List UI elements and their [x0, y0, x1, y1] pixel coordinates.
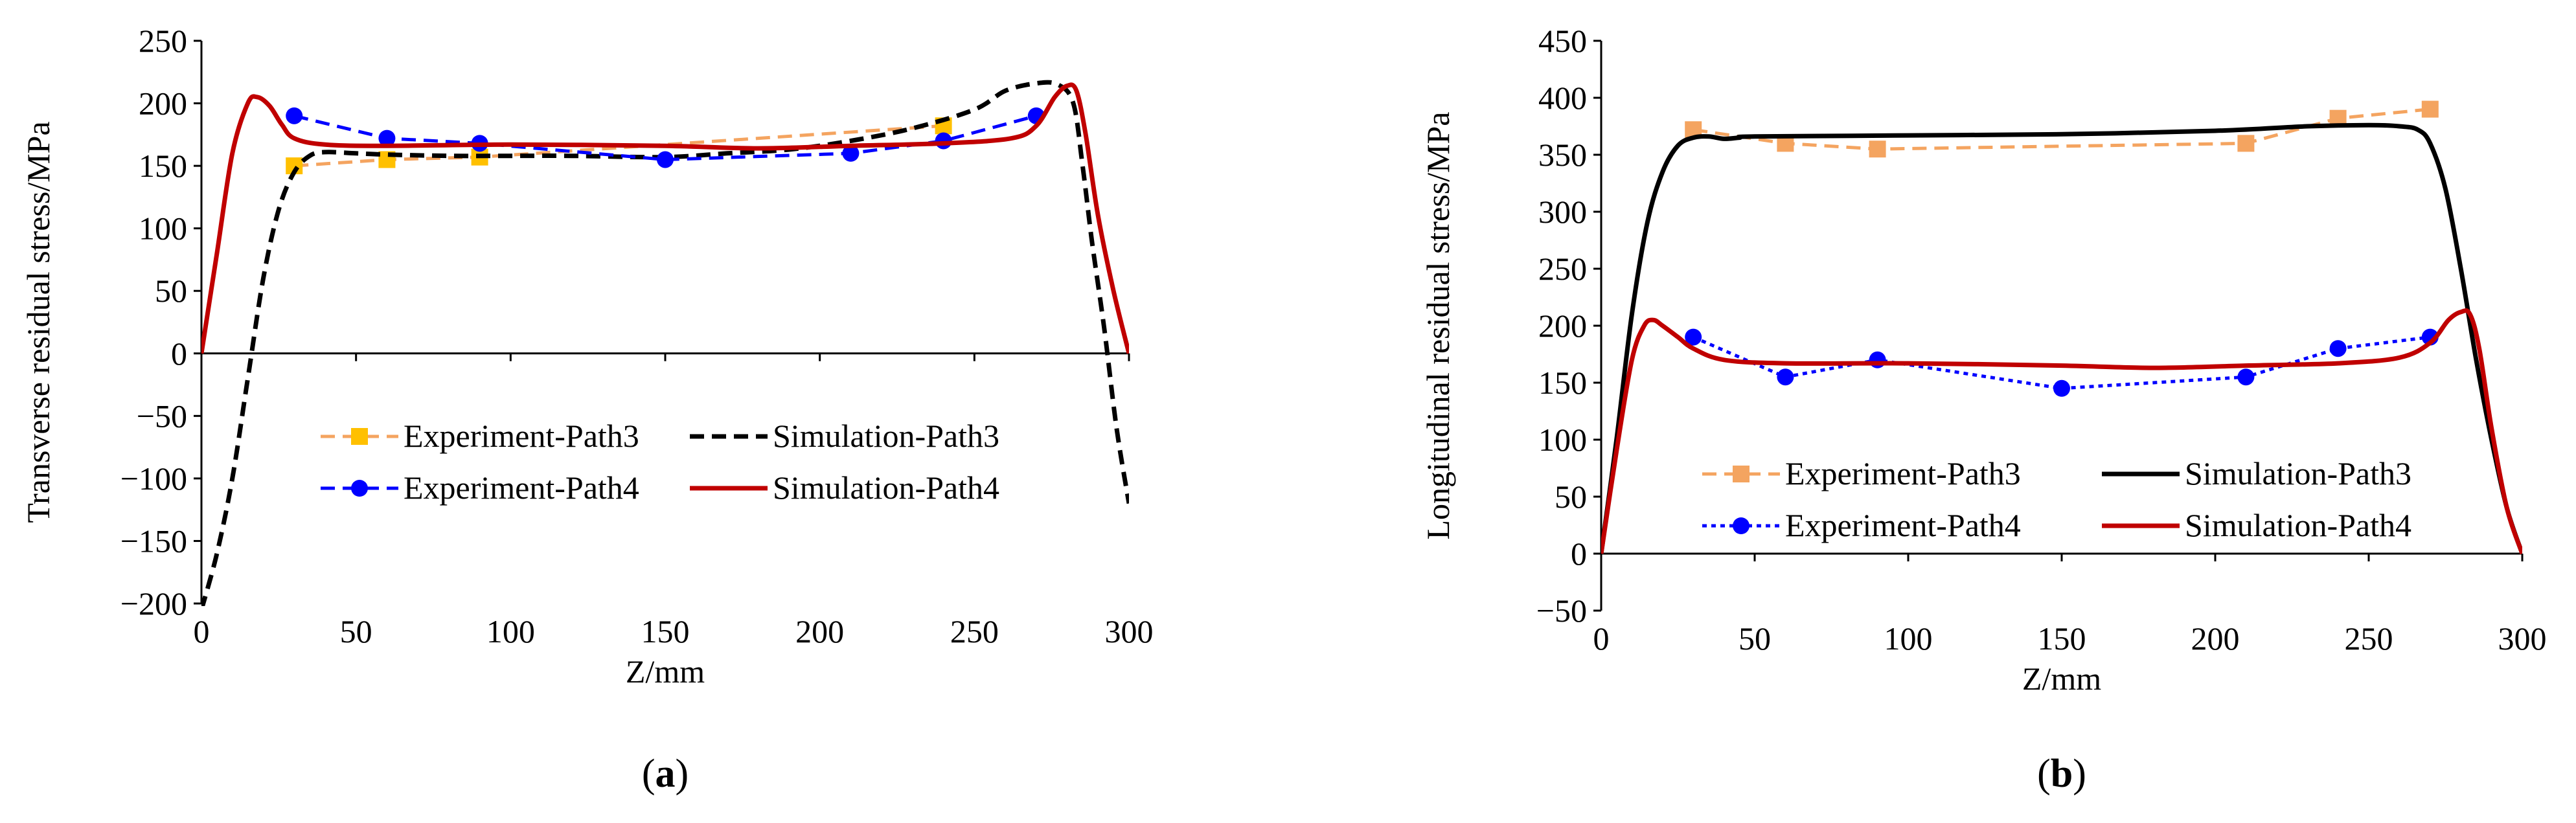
- x-tick-label: 0: [1593, 620, 1610, 657]
- data-point-experiment-path4: [842, 144, 860, 162]
- series-line-simulation-path4: [1601, 308, 2522, 555]
- x-tick-label: 300: [2498, 620, 2547, 657]
- y-tick-label: 300: [1538, 194, 1587, 230]
- y-tick-label: 200: [1538, 308, 1587, 344]
- series-line-simulation-path3: [1601, 122, 2522, 555]
- x-tick-label: 100: [486, 613, 535, 649]
- data-point-experiment-path4: [2329, 340, 2347, 357]
- x-axis-title: Z/mm: [626, 653, 705, 690]
- x-tick-label: 150: [2038, 620, 2086, 657]
- data-point-experiment-path3: [2237, 135, 2255, 152]
- data-point-experiment-path3: [2421, 100, 2439, 118]
- x-tick-label: 50: [1738, 620, 1771, 657]
- data-point-experiment-path4: [1869, 351, 1886, 368]
- x-tick-label: 250: [950, 613, 999, 649]
- y-tick-label: 350: [1538, 137, 1587, 173]
- x-tick-label: 100: [1884, 620, 1933, 657]
- data-point-experiment-path4: [286, 107, 303, 124]
- series-line-experiment-path3: [294, 124, 944, 168]
- data-point-experiment-path3: [1869, 141, 1886, 158]
- legend-marker-experiment-path3: [351, 428, 368, 445]
- y-tick-label: 100: [1538, 422, 1587, 458]
- x-tick-label: 300: [1105, 613, 1154, 649]
- chart-panel-a: −200 −150 −100 −50 0 50 100 150 200 250 0 50 100 150 2…: [20, 23, 1154, 796]
- x-tick-label: 200: [795, 613, 844, 649]
- x-tick-label: 0: [194, 613, 210, 649]
- series-group: [1601, 100, 2522, 555]
- data-point-experiment-path4: [657, 151, 674, 168]
- legend-label-simulation-path3: Simulation-Path3: [773, 418, 999, 454]
- legend-label-simulation-path4: Simulation-Path4: [773, 469, 999, 506]
- y-tick-label: 150: [1538, 365, 1587, 401]
- y-tick-label: 100: [139, 210, 187, 247]
- legend-label-experiment-path3: Experiment-Path3: [404, 418, 639, 454]
- legend-label-experiment-path4: Experiment-Path4: [404, 469, 639, 506]
- y-tick-label: 250: [1538, 251, 1587, 287]
- y-tick-label: 200: [139, 85, 187, 122]
- y-axis-title: Transverse residual stress/MPa: [20, 121, 56, 523]
- y-tick-label: −50: [1536, 592, 1587, 629]
- y-tick-label: 50: [1555, 479, 1587, 515]
- x-tick-label: 200: [2191, 620, 2240, 657]
- y-tick-label: 150: [139, 148, 187, 184]
- legend: Experiment-Path3 Simulation-Path3 Experime…: [1702, 455, 2411, 543]
- y-tick-label: 250: [139, 23, 187, 59]
- y-tick-label: 0: [1571, 536, 1587, 572]
- x-axis-title: Z/mm: [2022, 660, 2101, 697]
- y-tick-label: −100: [120, 460, 187, 497]
- legend-marker-experiment-path4: [1733, 517, 1750, 534]
- series-line-experiment-path3: [1693, 107, 2431, 151]
- series-line-simulation-path4: [201, 82, 1129, 354]
- y-tick-label: −50: [137, 398, 187, 434]
- data-point-experiment-path4: [1777, 368, 1794, 386]
- y-axis-title: Longitudinal residual stress/MPa: [1420, 111, 1456, 539]
- y-tick-label: 50: [155, 273, 187, 309]
- series-group: [201, 80, 1129, 606]
- legend-label-experiment-path4: Experiment-Path4: [1785, 507, 2021, 543]
- legend-marker-experiment-path4: [351, 480, 368, 497]
- y-tick-label: 0: [171, 335, 187, 372]
- legend-label-simulation-path3: Simulation-Path3: [2185, 455, 2411, 491]
- data-point-experiment-path4: [378, 130, 396, 147]
- y-tick-label: −200: [120, 585, 187, 622]
- legend-marker-experiment-path3: [1733, 466, 1750, 482]
- y-tick-label: 450: [1538, 23, 1587, 59]
- legend-label-experiment-path3: Experiment-Path3: [1785, 455, 2021, 491]
- data-point-experiment-path4: [1685, 328, 1702, 346]
- panel-label: (b): [2037, 752, 2086, 796]
- data-point-experiment-path4: [2053, 379, 2070, 397]
- legend: Experiment-Path3 Simulation-Path3 Experime…: [321, 418, 999, 506]
- x-tick-label: 150: [641, 613, 690, 649]
- x-tick-label: 250: [2345, 620, 2393, 657]
- x-tick-label: 50: [340, 613, 372, 649]
- legend-label-simulation-path4: Simulation-Path4: [2185, 507, 2411, 543]
- y-tick-label: −150: [120, 523, 187, 559]
- y-tick-label: 400: [1538, 80, 1587, 116]
- panel-label: (a): [642, 752, 689, 796]
- data-point-experiment-path4: [2237, 368, 2255, 386]
